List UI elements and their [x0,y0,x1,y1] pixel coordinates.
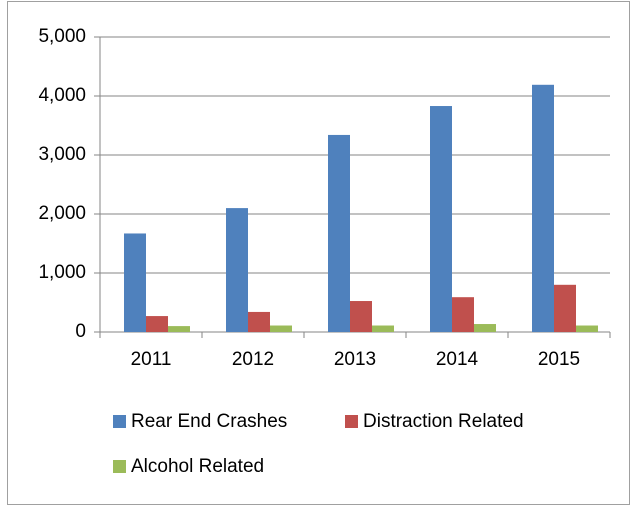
bar [124,233,146,332]
x-tick-label: 2015 [538,349,580,370]
bar [226,208,248,332]
bar [430,106,452,332]
x-tick-label: 2013 [334,349,376,370]
y-tick-label: 3,000 [38,144,86,165]
legend-swatch [345,415,358,428]
x-tick-label: 2012 [232,349,274,370]
bar [452,297,474,332]
bar [328,134,350,332]
bar [474,324,496,332]
bar [576,325,598,332]
bar [248,311,270,332]
bar [554,284,576,332]
legend-label: Rear End Crashes [131,411,287,432]
bar [168,326,190,332]
bar [372,325,394,332]
y-tick-label: 2,000 [38,203,86,224]
chart-frame [7,1,630,505]
y-tick-label: 0 [75,321,86,342]
y-tick-label: 4,000 [38,85,86,106]
y-tick-label: 1,000 [38,262,86,283]
legend-swatch [113,415,126,428]
x-tick-label: 2011 [131,349,172,370]
bar [532,84,554,332]
bar [270,325,292,332]
x-tick-label: 2014 [436,349,479,370]
y-tick-label: 5,000 [38,26,86,47]
bar [146,316,168,332]
legend-swatch [113,460,126,473]
bar [350,301,372,332]
legend-label: Distraction Related [363,411,524,432]
legend-label: Alcohol Related [131,456,264,477]
